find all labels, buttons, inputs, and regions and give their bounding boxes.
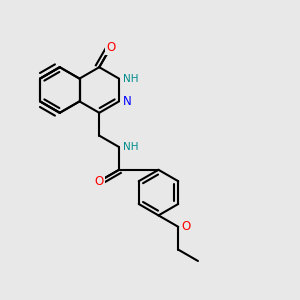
Text: O: O (106, 41, 115, 54)
Text: NH: NH (123, 74, 138, 84)
Text: O: O (94, 175, 104, 188)
Text: O: O (181, 220, 190, 233)
Text: NH: NH (123, 142, 139, 152)
Text: N: N (123, 95, 131, 108)
